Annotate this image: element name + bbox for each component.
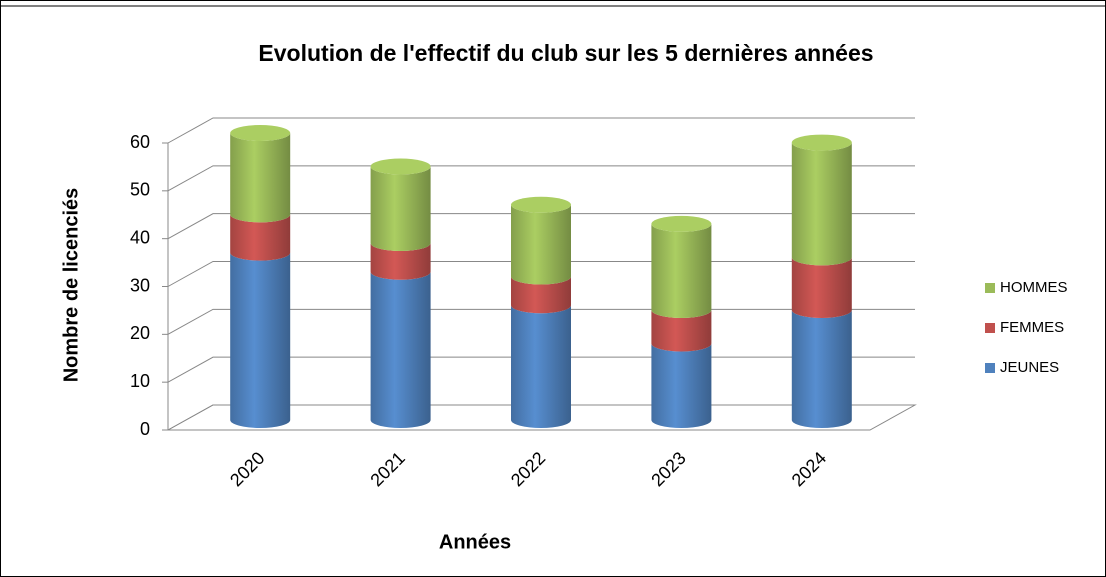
grid-line [167,165,915,192]
bar-top [370,158,431,175]
bar-segment [370,166,431,252]
bar-top [230,125,291,141]
y-tick-label: 50 [130,180,150,200]
bar-top [511,196,571,213]
bar-segment [230,133,291,223]
chart-title: Evolution de l'effectif du club sur les … [258,40,873,66]
bar-segment [370,271,431,428]
bar-segment [370,243,431,280]
legend-label: HOMMES [1000,279,1068,296]
bar-segment [791,309,852,428]
bar-segment [651,343,712,428]
y-tick-label: 20 [130,323,150,343]
bar-segment [651,223,712,318]
bar-segment [511,305,571,428]
y-axis-title: Nombre de licenciés [60,188,82,383]
grid-line [167,213,915,240]
bar-top [651,215,712,232]
legend-swatch [985,283,995,293]
legend-label: JEUNES [1000,359,1059,376]
y-tick-label: 40 [130,227,150,247]
grid-line [167,117,915,144]
bar-segment [791,257,852,318]
x-axis-title: Années [439,531,511,553]
bar-segment [511,276,571,314]
y-tick-label: 30 [130,275,150,295]
bar-segment [511,204,571,285]
bar-top [791,134,852,151]
y-tick-label: 0 [140,419,150,439]
bar-segment [651,309,712,352]
y-tick-label: 60 [130,132,150,152]
y-tick-label: 10 [130,371,150,391]
legend-label: FEMMES [1000,319,1064,336]
bar-segment [791,142,852,266]
legend-swatch [985,323,995,333]
bar-segment [230,252,291,428]
legend-swatch [985,363,995,373]
bar-segment [230,214,291,261]
